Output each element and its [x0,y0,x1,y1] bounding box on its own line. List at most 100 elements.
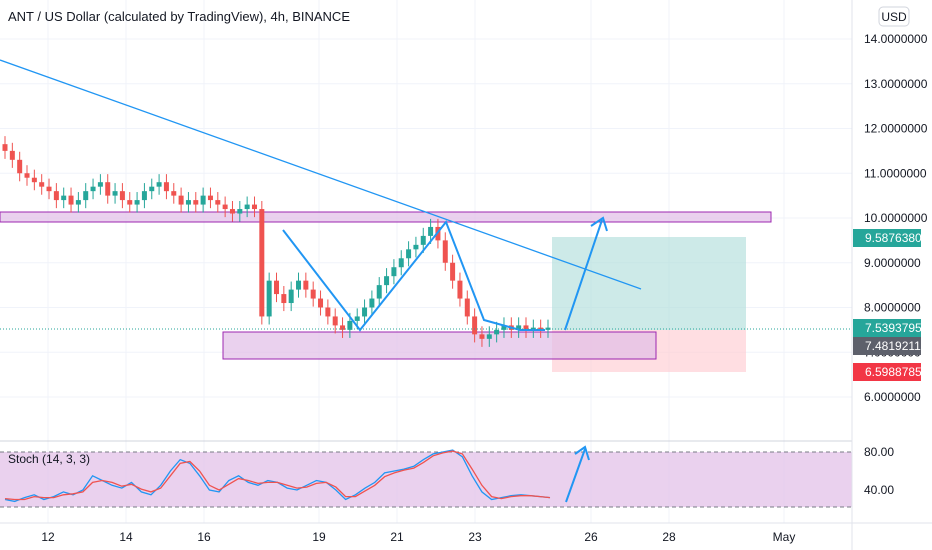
candle-body[interactable] [413,244,419,250]
candle-body[interactable] [406,249,412,259]
candle-body[interactable] [53,191,59,201]
candle-body[interactable] [83,191,89,201]
candle-body[interactable] [171,191,177,196]
candle-body[interactable] [340,325,346,330]
candle-body[interactable] [420,235,426,245]
candle-body[interactable] [207,195,213,201]
candle-body[interactable] [376,285,382,299]
candle-body[interactable] [75,200,81,205]
candle-body[interactable] [156,182,162,187]
candle-body[interactable] [141,191,147,201]
candle-body[interactable] [61,195,67,201]
time-tick-label: 23 [468,530,482,544]
candle-body[interactable] [127,200,133,205]
candle-body[interactable] [134,200,140,205]
candle-body[interactable] [332,316,338,326]
candle-body[interactable] [288,289,294,304]
candle-body[interactable] [354,316,360,321]
candle-body[interactable] [31,177,37,183]
chart-title: ANT / US Dollar (calculated by TradingVi… [8,9,350,24]
price-tag-box [853,337,921,355]
candle-body[interactable] [251,204,257,210]
currency-button[interactable]: USD [878,6,910,27]
candle-body[interactable] [39,182,45,187]
candle-body[interactable] [112,191,118,196]
candle-body[interactable] [215,200,221,205]
time-tick-label: 28 [662,530,676,544]
candle-body[interactable] [428,226,434,236]
candle-body[interactable] [384,276,390,286]
price-tag-label: 7.5393795 [865,321,922,335]
candle-body[interactable] [193,200,199,205]
candle-body[interactable] [274,280,279,295]
candle-body[interactable] [391,267,397,277]
candle-body[interactable] [347,320,353,330]
candle-body[interactable] [17,159,23,174]
time-tick-label: May [773,530,796,544]
candle-body[interactable] [303,280,309,290]
price-tag-label: 7.4819211 [865,339,921,353]
candle-body[interactable] [222,204,228,210]
candle-body[interactable] [479,334,485,339]
price-tick-label: 11.0000000 [864,166,927,180]
candle-body[interactable] [464,298,470,317]
candle-body[interactable] [325,307,331,317]
candle-body[interactable] [362,307,368,317]
descending-trendline[interactable] [0,59,642,290]
candle-body[interactable] [119,191,125,201]
candle-body[interactable] [501,325,507,330]
w-pattern-line[interactable] [282,220,545,332]
candle-body[interactable] [9,150,15,160]
candle-body[interactable] [149,186,155,192]
candle-body[interactable] [398,258,404,268]
candlestick-series [2,136,551,347]
candle-body[interactable] [457,280,463,299]
candle-body[interactable] [530,327,536,330]
candle-body[interactable] [105,182,111,196]
candle-body[interactable] [237,209,243,214]
stoch-d-line[interactable] [4,450,551,501]
price-tick-label: 8.0000000 [864,301,921,315]
stoch-projection-arrow[interactable] [565,445,590,503]
time-tick-label: 19 [312,530,326,544]
price-tag-label: 6.5988785 [865,365,922,379]
candle-body[interactable] [259,209,265,317]
candle-body[interactable] [523,325,529,330]
candle-body[interactable] [486,334,492,339]
candle-body[interactable] [68,195,74,205]
candle-body[interactable] [450,262,456,281]
candle-body[interactable] [296,280,302,290]
candle-body[interactable] [97,182,103,187]
projection-arrow[interactable] [564,216,608,331]
candle-body[interactable] [185,200,191,205]
candle-body[interactable] [516,325,522,330]
candle-body[interactable] [472,316,478,335]
candle-body[interactable] [24,173,30,178]
candle-body[interactable] [90,186,96,192]
candle-body[interactable] [442,240,448,263]
profit-zone[interactable] [552,237,746,330]
candle-body[interactable] [281,294,287,304]
time-tick-label: 14 [119,530,133,544]
currency-button-label: USD [881,10,907,24]
candle-body[interactable] [369,298,375,308]
candle-body[interactable] [494,329,500,335]
resistance-zone[interactable] [0,211,772,223]
candle-body[interactable] [2,144,8,151]
support-zone[interactable] [222,331,657,360]
candle-body[interactable] [178,195,184,205]
candle-body[interactable] [163,182,169,192]
price-tick-label: 9.0000000 [864,256,921,270]
candle-body[interactable] [200,195,206,205]
candle-body[interactable] [310,289,316,299]
candle-body[interactable] [229,209,235,214]
stoch-tick-40: 40.00 [864,483,894,497]
candle-body[interactable] [545,327,551,330]
candle-body[interactable] [244,204,250,210]
price-tick-label: 10.0000000 [864,211,928,225]
candle-body[interactable] [318,298,324,308]
stoch-label: Stoch (14, 3, 3) [8,452,90,466]
candle-body[interactable] [266,280,272,317]
candle-body[interactable] [46,186,52,192]
